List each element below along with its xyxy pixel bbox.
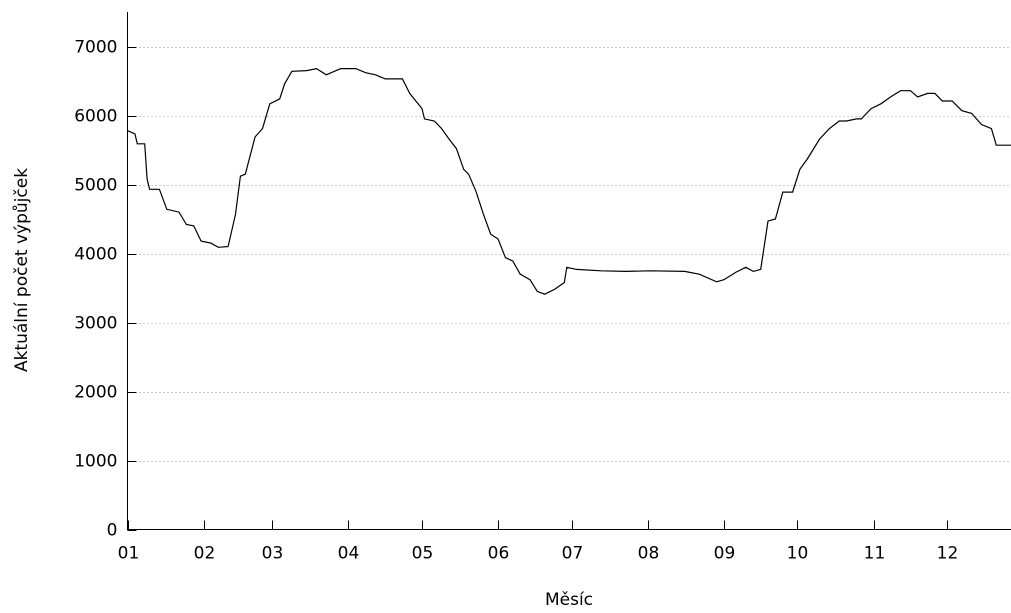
x-tick-label: 10 — [787, 544, 809, 564]
y-tick-label: 3000 — [74, 314, 117, 334]
x-tick-label: 07 — [562, 544, 584, 564]
x-axis-label: Měsíc — [545, 590, 593, 610]
x-tick-label: 05 — [412, 544, 434, 564]
x-tick-label: 01 — [118, 544, 140, 564]
x-tick-label: 04 — [338, 544, 360, 564]
line-series — [127, 67, 1011, 295]
x-tick-label: 09 — [714, 544, 736, 564]
y-tick-label: 4000 — [74, 245, 117, 265]
x-tick-label: 06 — [488, 544, 510, 564]
y-axis-label: Aktuální počet výpůjček — [12, 168, 32, 372]
y-tick-label: 0 — [107, 521, 118, 541]
y-tick-label: 5000 — [74, 176, 117, 196]
y-tick-label: 7000 — [74, 38, 117, 58]
y-tick-label: 1000 — [74, 452, 117, 472]
x-tick-label: 03 — [262, 544, 284, 564]
y-tick-label: 2000 — [74, 383, 117, 403]
x-tick-label: 12 — [937, 544, 959, 564]
x-tick-label: 02 — [194, 544, 216, 564]
x-tick-label: 08 — [638, 544, 660, 564]
x-tick-label: 11 — [864, 544, 886, 564]
y-tick-label: 6000 — [74, 107, 117, 127]
